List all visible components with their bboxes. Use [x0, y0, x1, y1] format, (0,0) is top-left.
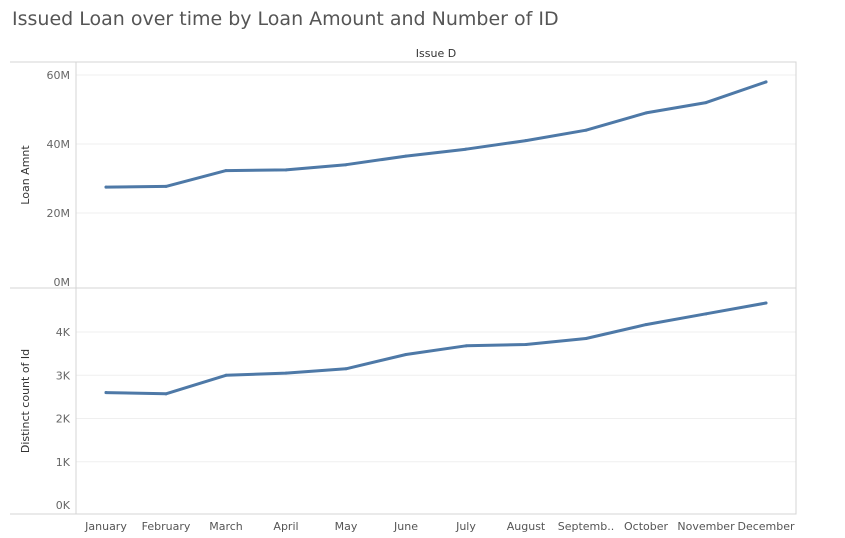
data-point: [584, 128, 588, 132]
y-tick-label: 0M: [54, 276, 71, 289]
y-tick-label: 20M: [47, 207, 71, 220]
x-axis-title: Issue D: [416, 47, 456, 60]
data-point: [344, 163, 348, 167]
data-point: [464, 147, 468, 151]
y-tick-label: 40M: [47, 138, 71, 151]
data-point: [464, 344, 468, 348]
chart-title: Issued Loan over time by Loan Amount and…: [12, 8, 559, 30]
data-point: [164, 392, 168, 396]
x-tick-label: January: [84, 520, 127, 533]
data-point: [644, 323, 648, 327]
y-axis-title: Distinct count of Id: [19, 349, 32, 453]
x-tick-label: August: [507, 520, 546, 533]
x-tick-label: October: [624, 520, 668, 533]
data-point: [764, 301, 768, 305]
x-tick-label: November: [677, 520, 735, 533]
data-point: [104, 185, 108, 189]
data-point: [524, 343, 528, 347]
data-point: [524, 139, 528, 143]
x-tick-label: March: [209, 520, 243, 533]
x-tick-label: July: [455, 520, 476, 533]
x-tick-label: December: [737, 520, 795, 533]
data-point: [404, 352, 408, 356]
data-point: [764, 80, 768, 84]
x-tick-label: June: [393, 520, 418, 533]
y-tick-label: 60M: [47, 69, 71, 82]
data-point: [704, 101, 708, 105]
series-line: [104, 80, 768, 189]
series-line: [104, 301, 768, 396]
panel-border: [75, 61, 797, 289]
data-point: [224, 373, 228, 377]
y-axis-title: Loan Amnt: [19, 145, 32, 205]
panel-border: [75, 287, 797, 515]
data-point: [284, 371, 288, 375]
x-tick-label: May: [335, 520, 358, 533]
data-point: [644, 111, 648, 115]
data-point: [104, 391, 108, 395]
y-tick-label: 1K: [56, 456, 71, 469]
data-point: [284, 168, 288, 172]
y-tick-label: 3K: [56, 369, 71, 382]
x-tick-label: Septemb..: [558, 520, 615, 533]
data-point: [404, 154, 408, 158]
data-point: [344, 367, 348, 371]
data-point: [224, 169, 228, 173]
y-tick-label: 2K: [56, 413, 71, 426]
data-point: [704, 312, 708, 316]
x-tick-label: February: [142, 520, 191, 533]
y-tick-label: 0K: [56, 499, 71, 512]
data-point: [584, 336, 588, 340]
x-tick-label: April: [273, 520, 298, 533]
data-point: [164, 184, 168, 188]
y-tick-label: 4K: [56, 326, 71, 339]
